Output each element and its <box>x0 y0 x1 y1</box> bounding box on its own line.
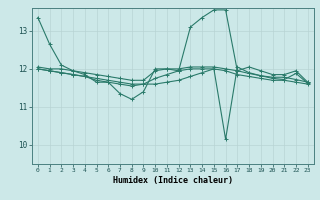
X-axis label: Humidex (Indice chaleur): Humidex (Indice chaleur) <box>113 176 233 185</box>
